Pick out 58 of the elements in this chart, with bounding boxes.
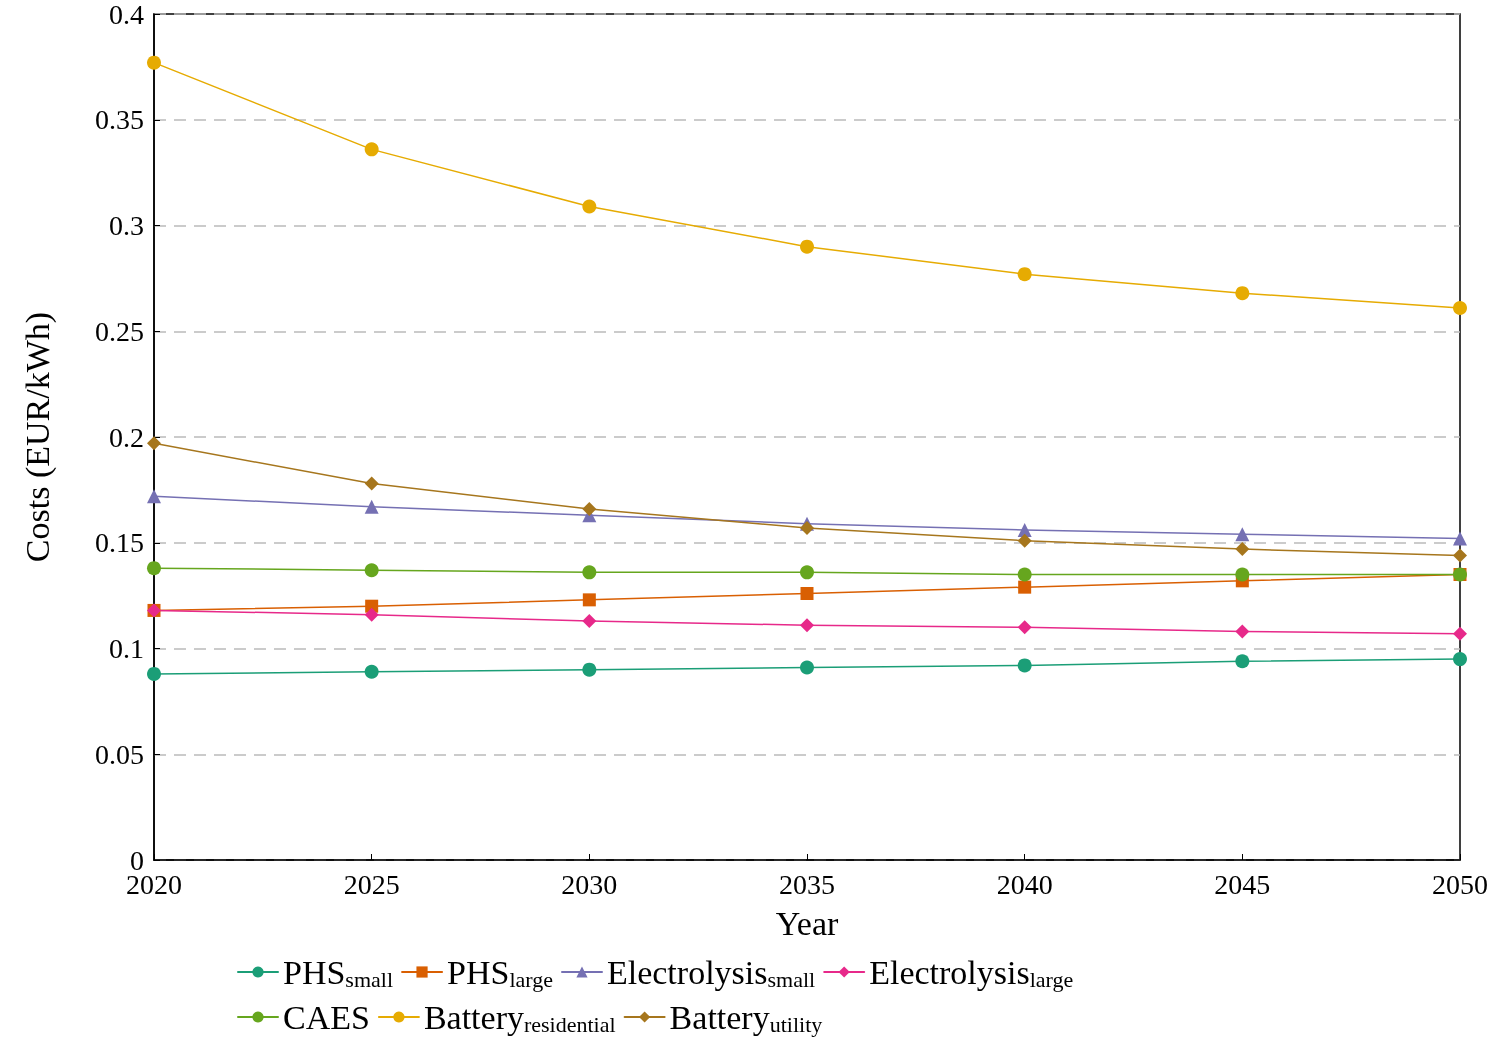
y-tick-label: 0.25 xyxy=(95,315,144,347)
point xyxy=(1453,548,1467,563)
point xyxy=(1017,567,1032,582)
point xyxy=(1017,267,1032,282)
point xyxy=(147,489,161,504)
point xyxy=(147,436,161,451)
point xyxy=(582,593,596,607)
x-tick-label: 2025 xyxy=(343,868,400,900)
x-tick-label: 2050 xyxy=(1432,868,1488,900)
point xyxy=(582,501,597,516)
point xyxy=(1453,652,1467,667)
x-tick-label: 2030 xyxy=(561,868,618,900)
point xyxy=(1235,567,1250,582)
y-tick-label: 0.3 xyxy=(109,210,144,241)
point xyxy=(1235,624,1250,639)
point xyxy=(364,499,379,514)
y-axis-title: Costs (EUR/kWh) xyxy=(18,311,57,563)
y-tick-label: 0.2 xyxy=(109,421,144,453)
point xyxy=(800,618,814,633)
point xyxy=(800,520,814,535)
point xyxy=(147,55,161,70)
x-tick-label: 2045 xyxy=(1214,868,1271,900)
point xyxy=(364,607,379,622)
y-tick-label: 0 xyxy=(130,844,144,876)
y-tick-label: 0.05 xyxy=(95,738,144,770)
point xyxy=(1453,626,1467,641)
point xyxy=(1017,620,1032,635)
point xyxy=(147,666,161,681)
point xyxy=(1235,542,1250,557)
point xyxy=(1235,527,1250,542)
point xyxy=(1018,580,1032,594)
x-tick-label: 2035 xyxy=(779,868,835,900)
point xyxy=(582,662,597,677)
point xyxy=(582,614,597,629)
x-axis-title: Year xyxy=(775,904,839,942)
point xyxy=(800,239,814,254)
point xyxy=(582,565,597,580)
y-tick-label: 0.35 xyxy=(95,104,144,136)
y-tick-label: 0.4 xyxy=(109,0,144,30)
y-tick-label: 0.1 xyxy=(109,633,144,664)
point xyxy=(364,664,379,679)
point xyxy=(800,587,814,601)
y-tick-label: 0.15 xyxy=(95,527,144,559)
point xyxy=(582,199,597,214)
point xyxy=(1017,533,1032,548)
point xyxy=(1235,286,1250,301)
point xyxy=(364,476,379,491)
point xyxy=(1235,654,1250,669)
point xyxy=(364,142,379,157)
point xyxy=(800,660,814,675)
point xyxy=(364,563,379,578)
point xyxy=(1453,300,1467,315)
point xyxy=(147,561,161,576)
point xyxy=(800,565,814,580)
x-tick-label: 2040 xyxy=(996,868,1053,900)
point xyxy=(1453,531,1467,546)
legend-label: CAES xyxy=(283,998,370,1036)
point xyxy=(1017,658,1032,673)
